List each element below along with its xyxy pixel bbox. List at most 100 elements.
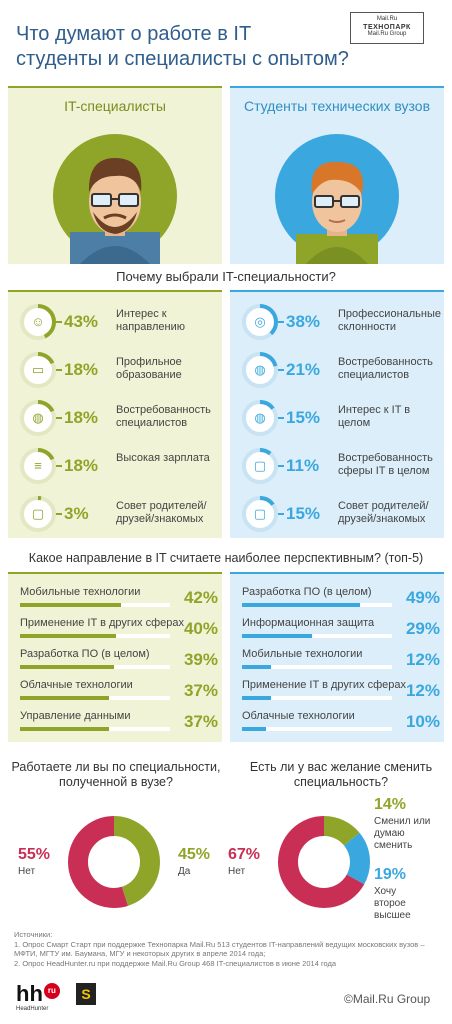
- direction-pct: 49%: [405, 588, 440, 607]
- donut-right-b-pct: 19%: [374, 866, 407, 883]
- donut-left-question: Работаете ли вы по специальности, получе…: [11, 760, 221, 789]
- title-line-1: Что думают о работе в IT: [16, 23, 252, 45]
- reason-label: Профильное образование: [116, 356, 182, 381]
- reason-ring: [242, 400, 278, 436]
- mouse-icon: ◎: [254, 314, 266, 329]
- reasons-title: Почему выбрали IT-специальности?: [116, 269, 336, 284]
- direction-track: [242, 665, 392, 669]
- reason-pct: 18%: [64, 408, 99, 427]
- reason-label: Совет родителей/ друзей/знакомых: [338, 500, 429, 525]
- direction-left-1: Применение IT в других сферах 40%: [8, 615, 222, 645]
- chat-icon: ◍: [254, 410, 266, 425]
- direction-track: [20, 727, 170, 731]
- direction-bar: [242, 665, 271, 669]
- reason-right-0: ◎ 38% Профессиональные склонности: [230, 298, 444, 346]
- reason-connector: [56, 369, 62, 371]
- reason-pct: 18%: [64, 456, 99, 475]
- reason-pct: 11%: [286, 456, 320, 475]
- reason-label: Высокая зарплата: [116, 452, 210, 464]
- reason-label: Востребованность специалистов: [116, 404, 211, 429]
- direction-pct: 12%: [405, 681, 440, 700]
- directions-right-panel: [230, 572, 444, 742]
- reason-arc: [20, 400, 56, 436]
- reason-right-2: ◍ 15% Интерес к IT в целом: [230, 394, 444, 442]
- reason-ring: [242, 496, 278, 532]
- reason-arc: [242, 496, 278, 532]
- direction-bar: [242, 634, 312, 638]
- direction-track: [20, 665, 170, 669]
- reason-arc: [242, 448, 278, 484]
- logo-top: Mail.Ru: [376, 16, 398, 22]
- direction-pct: 10%: [405, 712, 440, 731]
- direction-bar: [20, 696, 109, 700]
- donut-left-yes-label: Да: [178, 866, 191, 877]
- direction-pct: 42%: [183, 588, 218, 607]
- reasons-left-list: ☺ 43% Интерес к направлению ▭ 18% Профильное …: [8, 298, 222, 538]
- direction-track: [20, 634, 170, 638]
- donut-right-chart: [278, 816, 370, 908]
- direction-pct: 37%: [183, 681, 218, 700]
- reason-arc: [20, 448, 56, 484]
- direction-pct: 37%: [183, 712, 218, 731]
- direction-pct: 12%: [405, 650, 440, 669]
- sources-heading: Источники:: [14, 930, 53, 939]
- reason-connector: [278, 513, 284, 515]
- reason-label: Востребованность специалистов: [338, 356, 433, 381]
- reason-arc: [20, 496, 56, 532]
- donut-right-no-slice: [278, 816, 370, 908]
- reason-arc: [242, 304, 278, 340]
- reasons-left-bar: [8, 290, 222, 292]
- reason-left-0: ☺ 43% Интерес к направлению: [8, 298, 222, 346]
- reason-pct: 21%: [286, 360, 321, 379]
- right-column-title: Студенты технических вузов: [230, 88, 444, 124]
- reason-left-4: ▢ 3% Совет родителей/ друзей/знакомых: [8, 490, 222, 538]
- reason-label: Интерес к направлению: [116, 308, 185, 333]
- direction-left-4: Управление данными 37%: [8, 708, 222, 738]
- headhunter-logo: hh ru HeadHunter: [16, 983, 60, 1013]
- donut-right-b-label: Хочу второе высшее: [374, 886, 411, 921]
- reason-connector: [56, 417, 62, 419]
- donut-left-chart: [68, 816, 160, 908]
- donut-right-a-pct: 14%: [374, 796, 407, 813]
- reason-right-1: ◍ 21% Востребованность специалистов: [230, 346, 444, 394]
- reason-label: Востребованность сферы IT в целом: [338, 452, 433, 477]
- reason-label: Совет родителей/ друзей/знакомых: [116, 500, 207, 525]
- direction-bar: [20, 603, 121, 607]
- specialist-avatar-panel: [8, 124, 222, 264]
- directions-left-panel: [8, 572, 222, 742]
- reason-pct: 38%: [286, 312, 321, 331]
- reason-connector: [278, 465, 284, 467]
- reasons-right-bar: [230, 290, 444, 292]
- directions-left-list: Мобильные технологии 42% Применение IT в д…: [8, 584, 222, 740]
- donut-right-no-pct: 67%: [228, 846, 261, 863]
- reason-pct: 3%: [64, 504, 89, 523]
- direction-track: [242, 634, 392, 638]
- reason-connector: [278, 417, 284, 419]
- direction-bar: [242, 727, 266, 731]
- reason-connector: [278, 321, 284, 323]
- reason-ring: [20, 352, 56, 388]
- hh-ru-badge: ru: [43, 983, 60, 999]
- donut-right-b-slice: [278, 816, 370, 908]
- reason-ring: [20, 496, 56, 532]
- reason-right-4: ▢ 15% Совет родителей/ друзей/знакомых: [230, 490, 444, 538]
- direction-label: Применение IT в других сферах: [242, 679, 406, 691]
- reason-label: Интерес к IT в целом: [338, 404, 411, 429]
- reason-left-1: ▭ 18% Профильное образование: [8, 346, 222, 394]
- hh-text: hh: [16, 981, 43, 1006]
- reason-left-3: ≡ 18% Высокая зарплата: [8, 442, 222, 490]
- book-icon: ▭: [31, 362, 45, 377]
- reason-label: Профессиональные склонности: [338, 308, 442, 333]
- reasons-right-list: ◎ 38% Профессиональные склонности ◍ 21% Востр…: [230, 298, 444, 538]
- direction-pct: 29%: [405, 619, 440, 638]
- speech-icon: ▢: [253, 506, 267, 521]
- hh-subtitle: HeadHunter: [16, 1006, 49, 1012]
- reason-pct: 15%: [286, 504, 321, 523]
- direction-bar: [20, 665, 114, 669]
- student-avatar: [275, 134, 399, 264]
- reason-arc: [242, 352, 278, 388]
- donut-left-yes-pct: 45%: [178, 846, 211, 863]
- chat-icon: ◍: [254, 362, 266, 377]
- sources: Источники: 1. Опрос Смарт Старт при подд…: [14, 930, 434, 968]
- reason-right-3: ▢ 11% Востребованность сферы IT в целом: [230, 442, 444, 490]
